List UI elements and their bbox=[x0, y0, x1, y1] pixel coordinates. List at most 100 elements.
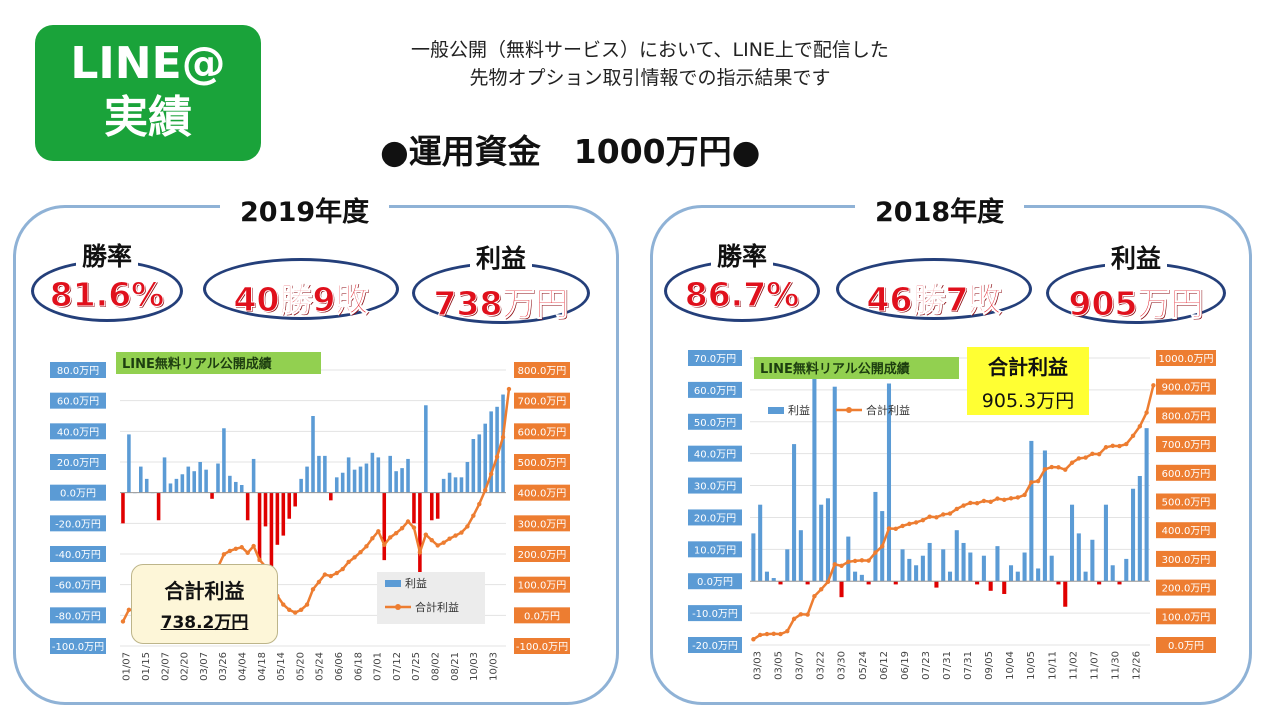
left-tick-box bbox=[688, 477, 742, 494]
x-tick-label: 10/04 bbox=[1005, 651, 1016, 680]
right-tick-box bbox=[1156, 493, 1216, 510]
profit-bar bbox=[1117, 581, 1122, 585]
legend-line-label: 合計利益 bbox=[415, 600, 459, 614]
intro-line-2: 先物オプション取引情報での指示結果です bbox=[469, 67, 831, 89]
x-tick-label: 12/26 bbox=[1131, 651, 1142, 680]
profit-bar bbox=[812, 377, 817, 582]
cumulative-point bbox=[764, 631, 770, 637]
cumulative-point bbox=[771, 631, 776, 637]
right-tick-box bbox=[514, 515, 570, 532]
left-tick-label: 40.0万円 bbox=[694, 450, 736, 461]
left-tick-label: -100.0万円 bbox=[52, 642, 104, 653]
profit-bar bbox=[174, 478, 179, 493]
left-tick-box bbox=[50, 392, 106, 409]
profit-bar bbox=[934, 581, 939, 588]
cumulative-point bbox=[900, 523, 905, 529]
profit-bar bbox=[447, 472, 452, 493]
cumulative-point bbox=[893, 526, 898, 531]
x-tick-label: 01/07 bbox=[122, 652, 133, 681]
right-tick-label: 300.0万円 bbox=[518, 519, 567, 530]
profit-bar bbox=[866, 581, 871, 585]
cumulative-point bbox=[251, 543, 256, 549]
cumulative-point bbox=[1117, 443, 1122, 449]
cumulative-point bbox=[405, 519, 411, 524]
cumulative-point bbox=[221, 552, 227, 557]
cumulative-point bbox=[435, 543, 440, 548]
profit-bar bbox=[299, 478, 303, 493]
cumulative-point bbox=[281, 602, 286, 607]
cumulative-point bbox=[886, 526, 892, 531]
cumulative-point bbox=[1096, 451, 1102, 457]
left-tick-label: 0.0万円 bbox=[697, 577, 733, 588]
cumulative-point bbox=[866, 558, 871, 563]
x-tick-label: 03/07 bbox=[795, 651, 806, 680]
right-tick-label: 500.0万円 bbox=[1162, 498, 1211, 509]
right-tick-label: 100.0万円 bbox=[518, 581, 567, 592]
left-tick-box bbox=[688, 637, 742, 653]
profit-bar bbox=[873, 491, 878, 582]
cumulative-point bbox=[1151, 383, 1156, 388]
cumulative-point bbox=[818, 587, 824, 592]
cumulative-point bbox=[1022, 492, 1027, 498]
x-tick-label: 02/07 bbox=[160, 652, 171, 681]
profit-bar bbox=[483, 423, 487, 493]
cumulative-point bbox=[120, 619, 126, 624]
panel-2019-record: 40勝9敗 bbox=[203, 258, 399, 320]
left-tick-box bbox=[688, 413, 742, 430]
profit-bar bbox=[1022, 552, 1027, 582]
cumulative-point bbox=[304, 602, 310, 607]
cumulative-point bbox=[245, 550, 250, 555]
right-tick-box bbox=[514, 392, 570, 409]
left-tick-label: -10.0万円 bbox=[692, 609, 738, 620]
cumulative-point bbox=[1002, 497, 1007, 502]
profit-bar bbox=[352, 469, 357, 493]
cumulative-point bbox=[1049, 464, 1054, 470]
cumulative-point bbox=[334, 570, 339, 576]
profit-label: 利益 bbox=[1049, 239, 1223, 275]
cumulative-point bbox=[988, 499, 993, 504]
cumulative-point bbox=[1083, 455, 1088, 460]
right-tick-label: -100.0万円 bbox=[516, 642, 568, 653]
x-tick-label: 08/02 bbox=[430, 652, 441, 681]
x-tick-label: 04/04 bbox=[237, 652, 248, 681]
right-tick-label: 600.0万円 bbox=[518, 427, 567, 438]
cumulative-point bbox=[1042, 467, 1048, 472]
profit-bar bbox=[968, 552, 973, 582]
cumulative-point bbox=[913, 520, 919, 525]
cumulative-point bbox=[310, 587, 316, 592]
callout-2019-label: 合計利益 bbox=[164, 579, 245, 603]
cumulative-point bbox=[453, 533, 458, 538]
profit-value: 905万円 bbox=[1068, 284, 1204, 324]
legend-bar-swatch bbox=[385, 580, 401, 587]
cumulative-point bbox=[825, 579, 831, 585]
left-tick-label: 20.0万円 bbox=[57, 458, 99, 469]
x-tick-label: 07/31 bbox=[963, 651, 974, 680]
legend-box bbox=[377, 572, 485, 624]
right-tick-label: 0.0万円 bbox=[1168, 641, 1204, 652]
cumulative-point bbox=[483, 488, 488, 493]
profit-bar bbox=[251, 458, 256, 493]
profit-bar bbox=[317, 455, 321, 493]
profit-bar bbox=[459, 477, 464, 493]
profit-bar bbox=[156, 492, 161, 521]
left-tick-box bbox=[50, 546, 106, 562]
profit-bar bbox=[495, 406, 499, 493]
profit-bar bbox=[471, 439, 476, 493]
x-tick-label: 03/03 bbox=[753, 651, 764, 680]
profit-bar bbox=[785, 549, 790, 582]
profit-bar bbox=[988, 581, 993, 591]
profit-bar bbox=[792, 444, 797, 582]
cumulative-point bbox=[459, 530, 464, 535]
profit-bar bbox=[961, 542, 966, 582]
legend-bar-label: 利益 bbox=[405, 576, 427, 590]
cumulative-point bbox=[1110, 443, 1115, 449]
right-tick-label: 700.0万円 bbox=[1162, 440, 1211, 451]
legend-line-label: 合計利益 bbox=[866, 403, 910, 417]
callout-2018: 合計利益 905.3万円 bbox=[967, 347, 1089, 415]
profit-bar bbox=[394, 471, 398, 493]
right-tick-box bbox=[514, 576, 570, 593]
panel-2019-year: 2019年度 bbox=[220, 190, 390, 229]
cumulative-point bbox=[791, 616, 797, 622]
cumulative-point bbox=[1090, 451, 1095, 457]
panel-2018-record: 46勝7敗 bbox=[836, 258, 1032, 320]
